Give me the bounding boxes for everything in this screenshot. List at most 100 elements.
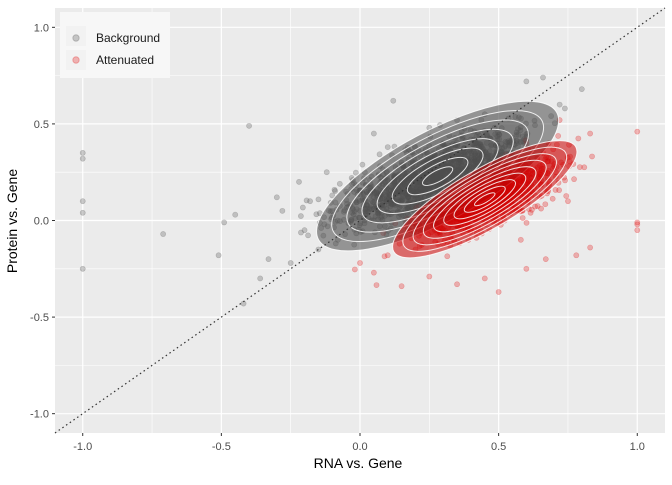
attenuated-point <box>556 187 563 194</box>
attenuated-point <box>373 282 380 288</box>
background-point <box>332 188 339 194</box>
attenuated-point <box>549 195 556 202</box>
background-point <box>246 122 252 129</box>
attenuated-point <box>384 252 391 259</box>
x-tick-label: 0.0 <box>352 441 367 453</box>
background-point <box>298 229 304 236</box>
background-point <box>307 198 313 205</box>
legend: Background Attenuated <box>60 12 170 78</box>
background-point <box>376 151 383 158</box>
background-point <box>313 211 320 218</box>
attenuated-point <box>370 269 377 276</box>
background-point <box>370 130 377 137</box>
x-tick-label: -0.5 <box>212 441 231 453</box>
background-point <box>265 256 272 263</box>
background-point <box>297 213 304 219</box>
background-point <box>221 219 228 226</box>
background-point <box>323 169 330 176</box>
x-tick-label: 0.5 <box>491 441 506 453</box>
attenuated-point <box>523 265 530 272</box>
background-point <box>79 155 86 162</box>
background-point <box>336 180 343 187</box>
background-point <box>305 232 311 239</box>
background-point <box>296 178 302 185</box>
background-point <box>578 86 585 93</box>
attenuated-point <box>519 215 526 221</box>
attenuated-point <box>581 164 588 171</box>
background-point <box>561 105 568 112</box>
background-point <box>79 198 86 205</box>
background-point <box>352 169 359 176</box>
attenuated-point <box>517 236 524 243</box>
attenuated-point <box>523 219 530 226</box>
y-tick-label: 0.0 <box>34 216 49 228</box>
legend-label-background: Background <box>96 31 160 45</box>
attenuated-point <box>542 201 549 208</box>
attenuated-point <box>563 193 570 199</box>
background-point <box>299 204 306 211</box>
background-point <box>315 246 322 253</box>
background-point <box>384 144 391 150</box>
background-point <box>540 74 546 81</box>
y-axis-label: Protein vs. Gene <box>4 169 20 273</box>
background-point <box>303 197 310 204</box>
attenuated-point <box>444 253 451 260</box>
x-tick-label: 1.0 <box>630 441 645 453</box>
background-point <box>301 227 308 234</box>
legend-swatch-attenuated <box>72 56 80 64</box>
background-point <box>556 101 563 108</box>
background-point <box>257 275 264 282</box>
background-point <box>359 161 366 168</box>
background-point <box>273 194 280 201</box>
background-point <box>390 97 397 104</box>
attenuated-point <box>357 260 363 266</box>
attenuated-point <box>589 153 595 160</box>
background-point <box>329 192 336 199</box>
legend-label-attenuated: Attenuated <box>96 53 154 67</box>
y-tick-label: -0.5 <box>30 312 49 324</box>
background-point <box>160 231 167 237</box>
attenuated-point <box>634 128 641 135</box>
x-tick-label: -1.0 <box>73 441 92 453</box>
y-tick-label: -1.0 <box>30 409 49 421</box>
background-point <box>79 265 86 272</box>
attenuated-point <box>426 273 433 280</box>
background-point <box>287 260 294 266</box>
attenuated-point <box>575 135 582 142</box>
background-point <box>232 211 239 218</box>
attenuated-point <box>552 187 559 193</box>
attenuated-point <box>542 256 549 263</box>
y-axis-ticks: -1.0 -0.5 0.0 0.5 1.0 <box>30 22 55 421</box>
x-axis-label: RNA vs. Gene <box>314 455 403 471</box>
background-point <box>315 196 322 203</box>
background-point <box>215 252 222 259</box>
attenuated-point <box>381 253 388 260</box>
attenuated-point <box>398 283 405 290</box>
attenuated-point <box>454 281 460 288</box>
attenuated-point <box>538 205 544 212</box>
attenuated-point <box>571 176 577 183</box>
attenuated-point <box>495 289 502 295</box>
attenuated-point <box>534 203 541 209</box>
attenuated-point <box>587 130 594 137</box>
attenuated-point <box>481 275 488 282</box>
attenuated-point <box>634 227 641 234</box>
attenuated-point <box>565 198 571 205</box>
legend-swatch-background <box>72 34 80 42</box>
background-point <box>331 186 338 193</box>
attenuated-point <box>634 221 641 228</box>
attenuated-point <box>587 244 594 251</box>
attenuated-point <box>573 252 580 259</box>
background-point <box>79 209 86 216</box>
background-point <box>523 78 530 85</box>
attenuated-point <box>528 206 535 213</box>
background-point <box>79 149 86 156</box>
attenuated-point <box>562 177 568 184</box>
attenuated-point <box>351 266 358 273</box>
y-tick-label: 0.5 <box>34 119 49 131</box>
attenuated-point <box>555 133 562 139</box>
background-point <box>279 207 286 214</box>
attenuated-point <box>527 209 534 216</box>
